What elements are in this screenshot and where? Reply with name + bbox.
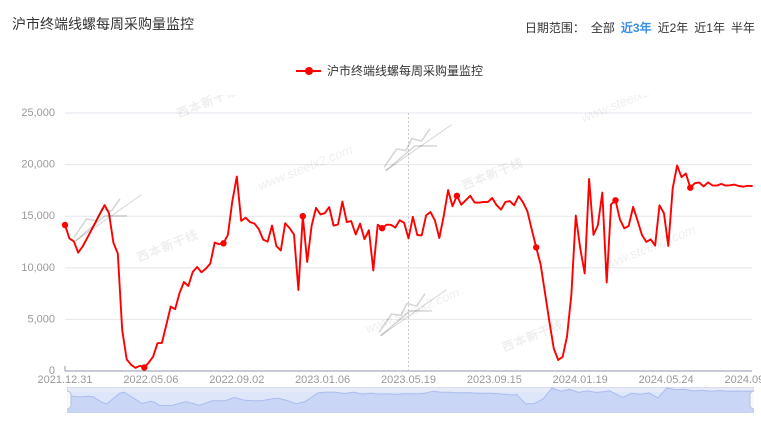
svg-text:2021.12.31: 2021.12.31 xyxy=(37,374,92,385)
svg-text:2024.09.20: 2024.09.20 xyxy=(724,374,761,385)
svg-text:20,000: 20,000 xyxy=(21,159,55,171)
svg-text:2023.09.15: 2023.09.15 xyxy=(467,374,522,385)
svg-text:2024.05.24: 2024.05.24 xyxy=(639,374,694,385)
svg-text:2023.05.19: 2023.05.19 xyxy=(381,374,436,385)
svg-text:2024.01.19: 2024.01.19 xyxy=(553,374,608,385)
svg-text:25,000: 25,000 xyxy=(21,107,55,119)
svg-text:2023.01.06: 2023.01.06 xyxy=(295,374,350,385)
svg-text:2022.09.02: 2022.09.02 xyxy=(209,374,264,385)
svg-text:15,000: 15,000 xyxy=(21,210,55,222)
svg-text:5,000: 5,000 xyxy=(27,313,55,325)
svg-text:10,000: 10,000 xyxy=(21,262,55,274)
svg-text:2022.05.06: 2022.05.06 xyxy=(123,374,178,385)
